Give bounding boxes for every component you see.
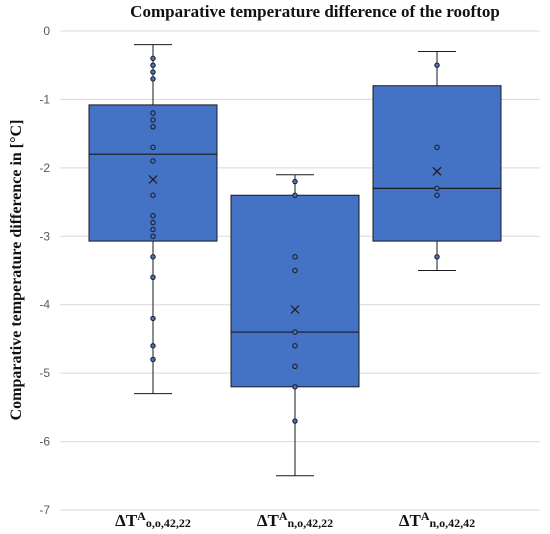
x-axis-categories: ΔTAo,o,42,22 ΔTAn,o,42,22 ΔTAn,o,42,42	[115, 509, 475, 530]
category-superscript: A	[137, 509, 146, 523]
y-tick-label: -7	[39, 503, 50, 517]
chart-title: Comparative temperature difference of th…	[130, 2, 500, 21]
category-subscript: n,o,42,22	[287, 516, 333, 530]
box	[372, 85, 502, 242]
data-point	[292, 192, 298, 198]
data-point	[150, 117, 156, 123]
mean-marker	[432, 166, 442, 176]
data-point	[292, 363, 298, 369]
category-subscript: n,o,42,42	[429, 516, 475, 530]
box-group	[372, 51, 502, 271]
category-superscript: A	[421, 509, 430, 523]
data-point	[292, 329, 298, 335]
data-point	[150, 192, 156, 198]
y-tick-label: -3	[39, 229, 50, 243]
data-point	[150, 69, 156, 75]
mean-marker	[148, 175, 158, 184]
data-point	[434, 185, 440, 192]
data-point	[150, 76, 156, 82]
y-tick-label: -4	[39, 298, 50, 312]
data-point	[150, 124, 156, 130]
category-base: ΔT	[115, 511, 138, 530]
data-point	[150, 315, 156, 322]
box	[230, 194, 360, 388]
data-point	[292, 384, 298, 390]
category-base: ΔT	[399, 511, 422, 530]
data-point	[150, 62, 156, 68]
y-tick-label: -1	[39, 92, 50, 106]
data-point	[150, 343, 156, 349]
y-axis-ticks: 0 -1 -2 -3 -4 -5 -6 -7	[39, 24, 50, 517]
category-superscript: A	[279, 509, 288, 523]
category-base: ΔT	[257, 511, 280, 530]
mean-marker-stroke	[290, 305, 300, 314]
data-point	[292, 267, 298, 274]
data-point	[150, 226, 156, 233]
data-point	[150, 356, 156, 363]
plot-area	[88, 44, 502, 477]
y-tick-label: -2	[39, 161, 50, 175]
mean-marker-stroke	[432, 166, 442, 176]
box-group	[88, 44, 218, 395]
y-axis-label: Comparative temperature difference in [°…	[8, 120, 25, 421]
mean-marker	[290, 305, 300, 314]
data-point	[150, 55, 156, 62]
y-tick-label: -6	[39, 435, 50, 449]
data-point	[292, 343, 298, 349]
x-category-label: ΔTAn,o,42,42	[399, 509, 475, 530]
data-point	[150, 110, 156, 116]
data-point	[434, 144, 440, 151]
data-point	[150, 254, 156, 260]
x-category-label: ΔTAn,o,42,22	[257, 509, 333, 530]
data-point	[150, 158, 156, 164]
box-group	[230, 174, 360, 477]
data-point	[292, 178, 298, 185]
data-point	[150, 213, 156, 219]
data-point	[292, 418, 298, 424]
data-point	[434, 62, 440, 68]
category-subscript: o,o,42,22	[146, 516, 191, 530]
y-tick-label: -5	[39, 366, 50, 380]
data-point	[292, 254, 298, 260]
data-point	[150, 233, 156, 239]
x-category-label: ΔTAo,o,42,22	[115, 509, 191, 530]
data-point	[150, 274, 156, 281]
data-point	[434, 192, 440, 198]
y-tick-label: 0	[43, 24, 50, 38]
data-point	[150, 219, 156, 226]
mean-marker-stroke	[148, 175, 158, 184]
data-point	[150, 144, 156, 151]
data-point	[434, 254, 440, 260]
